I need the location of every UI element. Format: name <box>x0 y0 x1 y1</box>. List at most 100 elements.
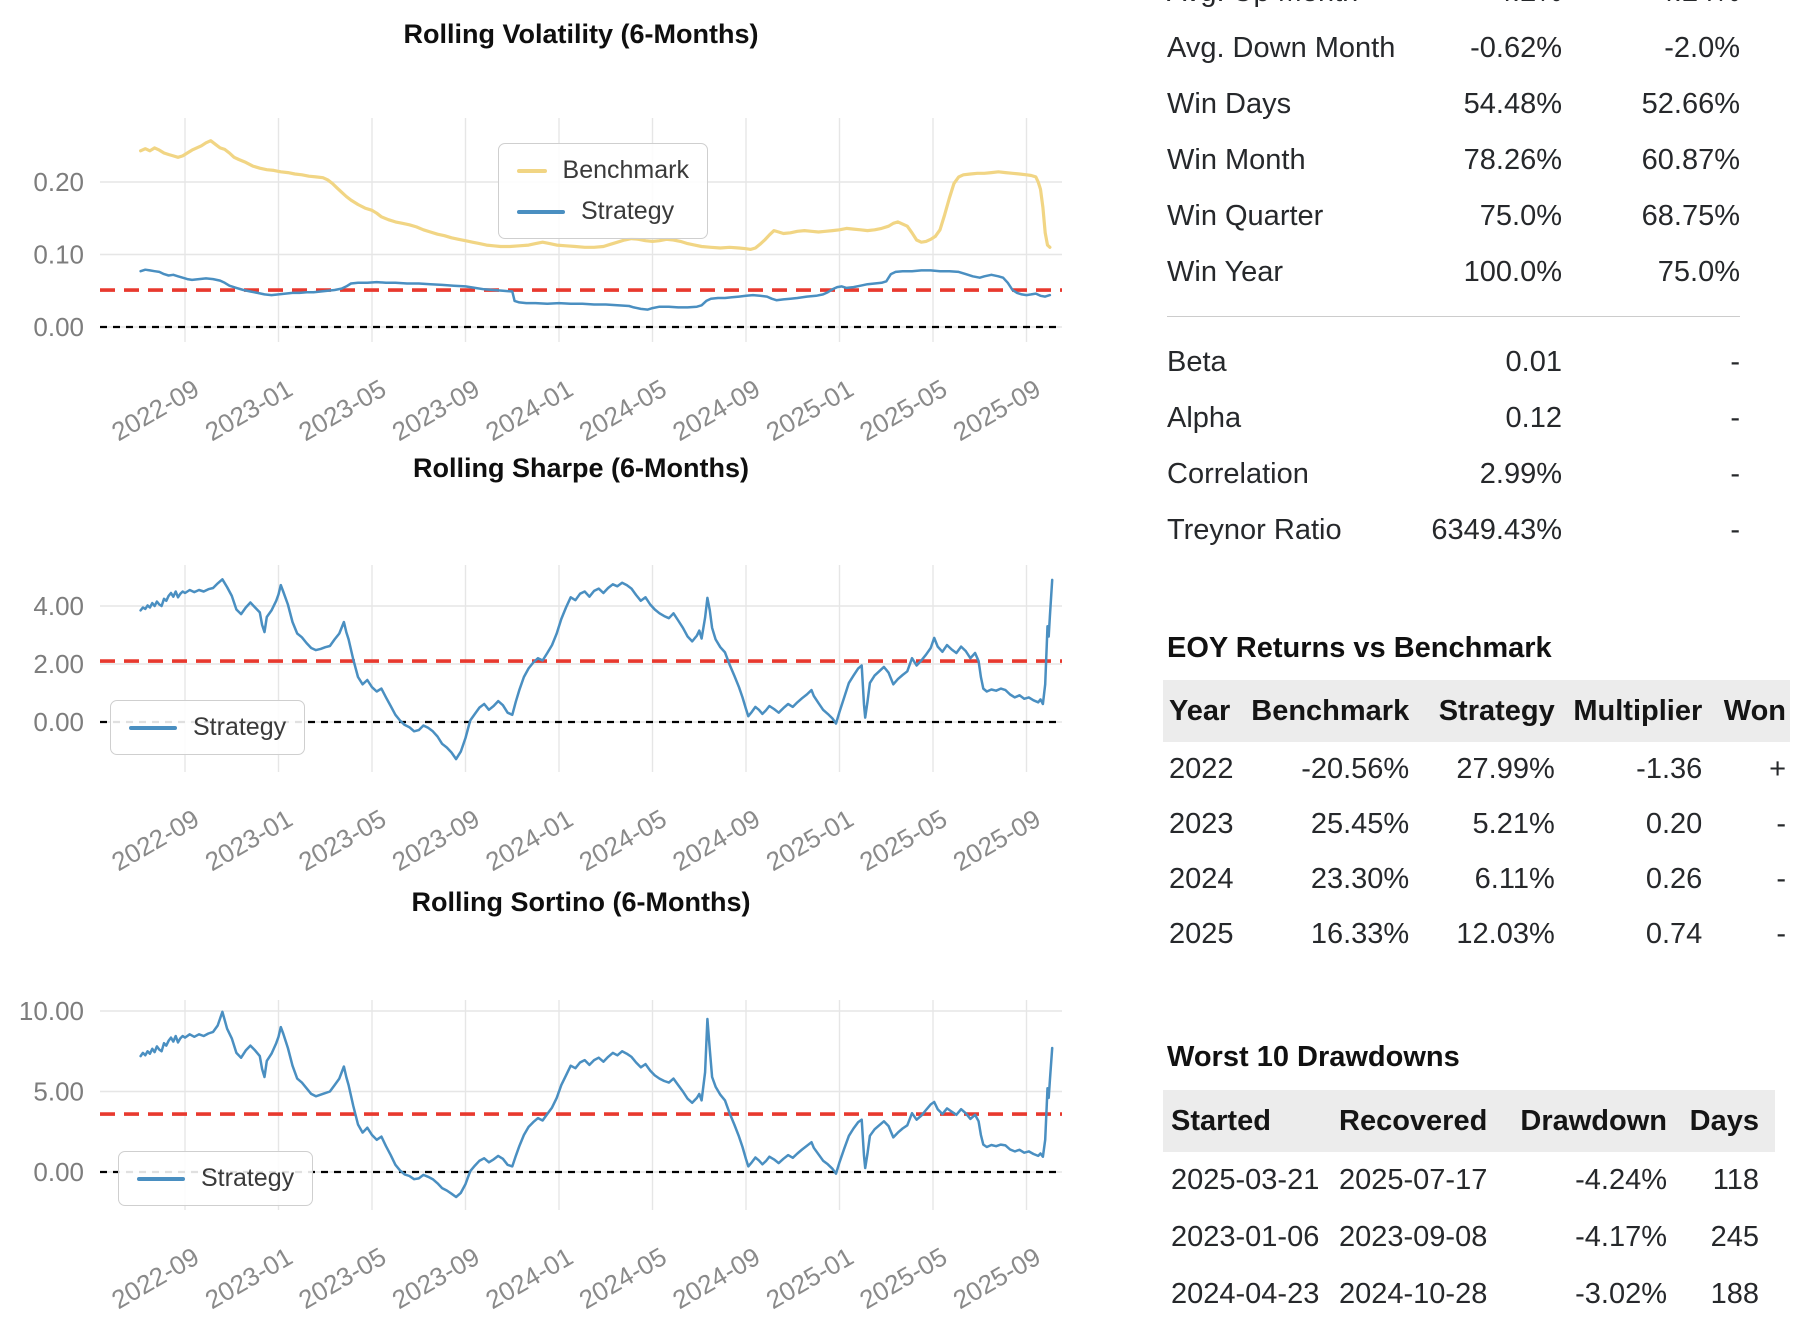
x-tick-label: 2025-01 <box>761 373 859 447</box>
table-row: 2022 -20.56% 27.99% -1.36 + <box>1163 742 1790 797</box>
stat-value-benchmark: 4.24% <box>1562 0 1740 9</box>
x-tick-label: 2025-01 <box>761 803 859 877</box>
column-header: Benchmark <box>1251 694 1410 727</box>
table-cell: 27.99% <box>1456 753 1555 785</box>
x-tick-label: 2024-05 <box>574 803 672 877</box>
table-cell: 0.20 <box>1645 808 1703 840</box>
table-cell: 16.33% <box>1310 918 1410 950</box>
x-tick-label: 2025-09 <box>948 1241 1046 1315</box>
stat-value-benchmark: 52.66% <box>1641 87 1740 120</box>
table-cell: - <box>1776 808 1786 840</box>
stat-value-benchmark: 68.75% <box>1641 199 1740 232</box>
stat-label: Beta <box>1167 345 1227 378</box>
stat-value-strategy: 2.99% <box>1479 457 1562 490</box>
column-header: Year <box>1169 694 1231 727</box>
stat-label: Alpha <box>1167 401 1242 434</box>
table-cell: 23.30% <box>1310 863 1410 895</box>
strategy-line-swatch <box>517 209 565 214</box>
x-tick-label: 2022-09 <box>106 1241 204 1315</box>
statistics-panel: Avg. Up Month4.2%4.24% Avg. Down Month - 0.… <box>1155 0 1802 1334</box>
stat-row: Win Year 100.0% 75.0% <box>1155 244 1740 300</box>
legend-label: Strategy <box>201 1164 295 1192</box>
x-tick-label: 2025-09 <box>948 803 1046 877</box>
column-header: Won <box>1723 694 1786 727</box>
x-tick-label: 2025-05 <box>854 803 952 877</box>
y-tick-label: 0.00 <box>33 707 84 737</box>
strategy-line <box>139 1010 1054 1199</box>
strategy-line-swatch <box>137 1176 185 1181</box>
chart-title-sharpe: Rolling Sharpe (6-Months) <box>413 453 749 483</box>
x-tick-label: 2024-09 <box>667 1241 765 1315</box>
y-tick-label: 5.00 <box>33 1077 84 1107</box>
stat-row: Avg. Up Month4.2%4.24% <box>1155 0 1740 20</box>
column-header: Days <box>1689 1104 1759 1137</box>
benchmark-line-swatch <box>517 168 547 173</box>
table-header-row: Started Recovered Drawdown Days <box>1163 1090 1775 1152</box>
table-cell: -4.17% <box>1575 1221 1667 1253</box>
x-tick-label: 2025-01 <box>761 1241 859 1315</box>
strategy-line <box>139 578 1054 761</box>
table-cell: 2024-10-28 <box>1339 1278 1488 1310</box>
x-tick-label: 2023-09 <box>387 373 485 447</box>
x-tick-label: 2023-09 <box>387 1241 485 1315</box>
legend-sortino: Strategy <box>118 1151 314 1206</box>
x-tick-label: 2025-05 <box>854 373 952 447</box>
table-cell: 2025-07-17 <box>1339 1164 1488 1196</box>
legend-item-strategy: Strategy <box>129 713 286 742</box>
stat-value-strategy: 100.0% <box>1463 255 1562 288</box>
table-cell: + <box>1769 753 1786 785</box>
stat-value-benchmark: 75.0% <box>1657 255 1740 288</box>
table-cell: 2023 <box>1169 808 1234 840</box>
stat-value-strategy: 78.26% <box>1463 143 1562 176</box>
stat-row: Treynor Ratio 6349.43% - <box>1155 502 1740 558</box>
table-row: 2023 25.45% 5.21% 0.20 - <box>1163 797 1790 852</box>
stat-label: Win Year <box>1167 255 1284 288</box>
column-header: Started <box>1171 1104 1271 1137</box>
table-cell: 2023-01-06 <box>1171 1221 1320 1253</box>
table-cell: - <box>1776 863 1786 895</box>
eoy-returns-table: Year Benchmark Strategy Multiplier Won 2022 -2… <box>1163 680 1790 962</box>
y-tick-label: 0.00 <box>33 312 84 342</box>
stat-label: Avg. Up Month <box>1155 0 1412 9</box>
table-cell: 2024 <box>1169 863 1234 895</box>
key-metrics-table-greeks: Beta 0.01- Alpha 0.12- Correlation 2.99% - Trey… <box>1155 334 1740 558</box>
stat-value-benchmark: 60.87% <box>1641 143 1740 176</box>
stat-value-benchmark: - <box>1730 457 1740 490</box>
stat-value-benchmark: - <box>1730 345 1740 378</box>
table-cell: 2022 <box>1169 753 1234 785</box>
legend-sharpe: Strategy <box>110 700 306 755</box>
y-tick-label: 10.00 <box>19 996 84 1026</box>
x-tick-label: 2024-05 <box>574 373 672 447</box>
table-row: 2025-03-21 2025-07-17 -4.24% 118 <box>1163 1152 1775 1209</box>
y-tick-label: 0.10 <box>33 240 84 270</box>
table-cell: -1.36 <box>1636 753 1703 785</box>
x-tick-label: 2023-05 <box>293 1241 391 1315</box>
benchmark-line <box>139 139 1052 251</box>
x-tick-label: 2023-01 <box>200 803 298 877</box>
legend-item-benchmark: Benchmark <box>517 156 689 185</box>
table-row: 2024 23.30% 6.11% 0.26 - <box>1163 852 1790 907</box>
x-tick-label: 2024-01 <box>480 373 578 447</box>
stat-row: Correlation 2.99% - <box>1155 446 1740 502</box>
table-cell: 5.21% <box>1472 808 1555 840</box>
stat-value-benchmark: - <box>1730 513 1740 546</box>
table-cell: 0.74 <box>1645 918 1703 950</box>
rolling-charts-canvas: 0.000.100.202022-092023-012023-052023-09… <box>19 118 1062 1315</box>
legend-volatility: Benchmark Strategy <box>498 143 708 239</box>
x-tick-label: 2024-09 <box>667 373 765 447</box>
strategy-line <box>139 268 1052 311</box>
stat-row: Beta 0.01 - <box>1155 334 1740 390</box>
x-tick-label: 2024-01 <box>480 1241 578 1315</box>
table-cell: 188 <box>1710 1278 1759 1310</box>
stat-value-strategy: 4.2% <box>1412 0 1562 9</box>
stat-label: Avg. Down Month <box>1167 31 1396 64</box>
drawdowns-section-heading: Worst 10 Drawdowns <box>1167 1041 1460 1073</box>
column-header: Multiplier <box>1573 694 1703 727</box>
x-tick-label: 2022-09 <box>106 373 204 447</box>
table-cell: 0.26 <box>1645 863 1703 895</box>
table-cell: -4.24% <box>1575 1164 1667 1196</box>
x-tick-label: 2023-05 <box>293 373 391 447</box>
legend-label: Benchmark <box>562 156 689 184</box>
stat-label: Win Month <box>1167 143 1306 176</box>
x-tick-label: 2025-09 <box>948 373 1046 447</box>
